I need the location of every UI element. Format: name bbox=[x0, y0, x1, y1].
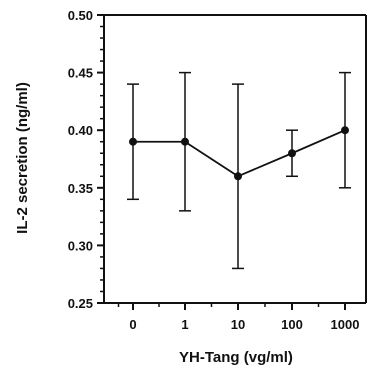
y-tick-label: 0.25 bbox=[68, 296, 93, 311]
y-tick-label: 0.45 bbox=[68, 66, 93, 81]
y-axis-label: IL-2 secretion (ng/ml) bbox=[14, 82, 31, 234]
x-axis-label: YH-Tang (vg/ml) bbox=[179, 349, 293, 366]
x-tick-label: 100 bbox=[281, 317, 303, 332]
y-tick-label: 0.30 bbox=[68, 238, 93, 253]
data-point bbox=[288, 149, 296, 158]
y-tick-label: 0.40 bbox=[68, 123, 93, 138]
axes bbox=[103, 14, 367, 304]
data-markers bbox=[129, 126, 349, 181]
x-tick-label: 1000 bbox=[331, 317, 360, 332]
data-point bbox=[181, 137, 189, 146]
series-line bbox=[133, 129, 346, 178]
series-line-path bbox=[133, 129, 346, 178]
y-ticks: 0.25 0.30 0.35 0.40 0.45 0.50 bbox=[68, 8, 104, 311]
y-tick-label: 0.35 bbox=[68, 181, 93, 196]
data-point bbox=[341, 126, 349, 135]
data-point bbox=[129, 137, 137, 146]
y-tick-label: 0.50 bbox=[68, 8, 93, 23]
x-tick-label: 1 bbox=[181, 317, 188, 332]
x-tick-label: 10 bbox=[231, 317, 245, 332]
error-bars bbox=[127, 71, 351, 270]
x-ticks: 0 1 10 100 1000 bbox=[117, 303, 360, 332]
x-tick-label: 0 bbox=[129, 317, 136, 332]
data-point bbox=[234, 172, 242, 181]
